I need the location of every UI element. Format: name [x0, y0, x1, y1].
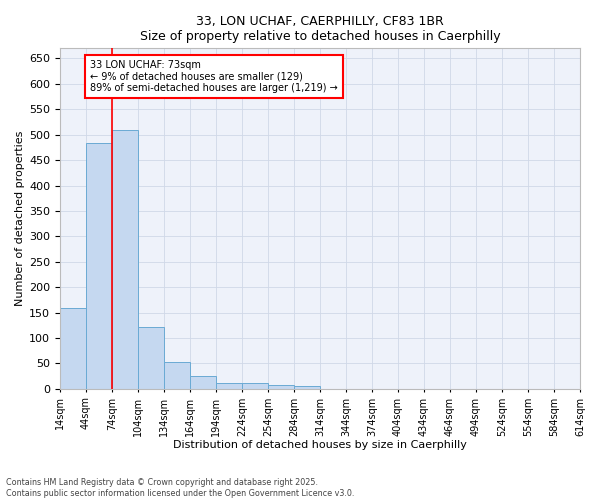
Bar — [190, 376, 216, 389]
Bar — [138, 327, 164, 389]
Bar — [60, 308, 86, 389]
Text: Contains HM Land Registry data © Crown copyright and database right 2025.
Contai: Contains HM Land Registry data © Crown c… — [6, 478, 355, 498]
Bar — [112, 130, 138, 389]
Bar — [268, 385, 294, 389]
Y-axis label: Number of detached properties: Number of detached properties — [15, 131, 25, 306]
Bar — [294, 386, 320, 389]
X-axis label: Distribution of detached houses by size in Caerphilly: Distribution of detached houses by size … — [173, 440, 467, 450]
Title: 33, LON UCHAF, CAERPHILLY, CF83 1BR
Size of property relative to detached houses: 33, LON UCHAF, CAERPHILLY, CF83 1BR Size… — [140, 15, 500, 43]
Bar — [164, 362, 190, 389]
Bar — [242, 382, 268, 389]
Bar — [216, 382, 242, 389]
Text: 33 LON UCHAF: 73sqm
← 9% of detached houses are smaller (129)
89% of semi-detach: 33 LON UCHAF: 73sqm ← 9% of detached hou… — [90, 60, 338, 92]
Bar — [86, 144, 112, 389]
